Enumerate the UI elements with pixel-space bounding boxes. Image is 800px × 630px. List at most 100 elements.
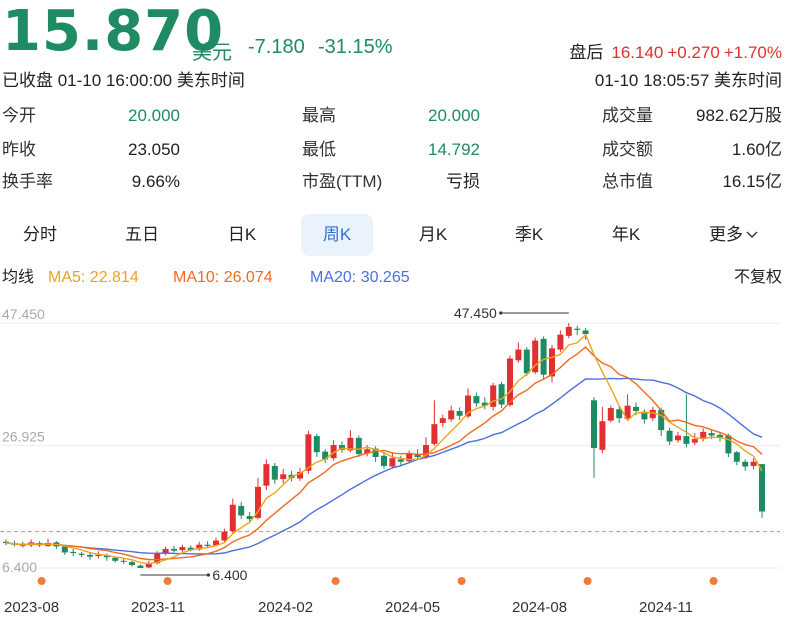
candle-body <box>574 328 581 330</box>
candle-body <box>607 408 614 421</box>
candle-body <box>641 411 648 420</box>
candle-body <box>515 349 522 361</box>
candle-body <box>372 448 379 457</box>
stat-value: 23.050 <box>128 140 180 159</box>
candle-body <box>255 486 261 518</box>
stat-turnover: 成交额 1.60亿 <box>602 138 782 162</box>
candle-body <box>691 439 698 443</box>
candle-body <box>649 409 656 419</box>
candle-body <box>313 436 320 453</box>
candle-body <box>742 461 749 467</box>
candle-body <box>717 434 723 438</box>
stat-value: 亏损 <box>446 172 480 191</box>
event-marker-dot <box>331 577 340 585</box>
candle-body <box>3 541 9 543</box>
y-tick-label: 47.450 <box>2 306 45 322</box>
candle-body <box>70 551 77 554</box>
candle-body <box>557 334 564 350</box>
tab-five-day[interactable]: 五日 <box>125 225 159 244</box>
after-hours-time: 01-10 18:05:57 美东时间 <box>594 71 782 90</box>
candle-body <box>666 430 673 442</box>
stat-market-cap: 总市值 16.15亿 <box>602 170 782 194</box>
max-annotation-label: 47.450 <box>454 305 497 321</box>
tab-monthly-k[interactable]: 月K <box>418 225 448 244</box>
candle-body <box>213 540 219 546</box>
stat-label: 最低 <box>302 140 336 159</box>
candle-body <box>305 434 312 471</box>
stat-label: 市盈(TTM) <box>302 172 383 191</box>
x-tick-label: 2023-08 <box>4 599 59 616</box>
after-hours-quote: 盘后 16.140 +0.270 +1.70% <box>565 38 782 63</box>
candle-body <box>263 464 270 486</box>
candle-body <box>154 553 161 564</box>
price-change: -7.180 <box>248 36 305 58</box>
candle-body <box>439 418 446 423</box>
candle-body <box>179 547 186 551</box>
stat-high: 最高 20.000 <box>302 104 482 128</box>
candle-body <box>465 395 471 417</box>
candle-body <box>355 437 362 455</box>
candlestick-chart[interactable]: 47.450 26.925 6.400 47.450 6.400 2023-08… <box>0 290 800 630</box>
x-tick-label: 2024-11 <box>639 599 693 616</box>
candle-body <box>549 348 555 377</box>
candle-body <box>700 431 707 440</box>
candle-body <box>431 424 438 444</box>
event-marker-dot <box>457 577 466 585</box>
ma-label: 均线 <box>2 269 35 286</box>
candle-body <box>473 396 480 404</box>
candle-body <box>196 544 203 550</box>
candle-body <box>759 464 765 512</box>
stat-label: 成交额 <box>602 140 653 159</box>
candle-body <box>406 454 413 462</box>
max-annotation-dot <box>499 311 503 315</box>
stat-label: 换手率 <box>2 172 53 191</box>
event-marker-dot <box>37 577 46 585</box>
adjustment-toggle[interactable]: 不复权 <box>733 269 782 286</box>
moving-average-legend: 均线 MA5: 22.814 MA10: 26.074 MA20: 30.265… <box>0 266 800 290</box>
stat-label: 总市值 <box>602 172 653 191</box>
candle-body <box>204 544 211 546</box>
candle-body <box>456 411 463 416</box>
candle-body <box>750 461 757 466</box>
candle-body <box>381 455 387 466</box>
candle-body <box>297 471 303 479</box>
stat-open: 今开 20.000 <box>2 104 182 128</box>
candle-body <box>87 554 93 557</box>
extreme-annotations: 47.450 6.400 <box>140 305 569 583</box>
ma5-line <box>5 333 763 565</box>
after-hours-price: 16.140 <box>611 43 664 62</box>
event-marker-dot <box>583 577 592 585</box>
event-marker-dot <box>709 577 718 585</box>
moving-average-lines <box>5 333 763 565</box>
stat-value: 20.000 <box>128 106 180 125</box>
tab-intraday[interactable]: 分时 <box>23 225 57 244</box>
candle-body <box>145 563 152 568</box>
chart-grid <box>0 322 780 569</box>
event-markers <box>37 577 718 585</box>
min-annotation-dot <box>206 573 210 577</box>
tab-more[interactable]: 更多 <box>692 214 776 256</box>
stat-label: 最高 <box>302 106 336 125</box>
stat-low: 最低 14.792 <box>302 138 482 162</box>
tab-yearly-k[interactable]: 年K <box>611 225 641 244</box>
candle-body <box>565 326 572 336</box>
stat-turnover-rate: 换手率 9.66% <box>2 170 182 194</box>
candle-body <box>271 465 278 480</box>
candle-body <box>423 445 429 457</box>
stat-value: 14.792 <box>428 140 480 159</box>
tab-weekly-k[interactable]: 周K <box>301 214 373 256</box>
candle-body <box>498 384 505 405</box>
candle-body <box>330 445 337 459</box>
tab-quarterly-k[interactable]: 季K <box>514 225 544 244</box>
candle-body <box>238 505 245 516</box>
candle-body <box>591 400 597 449</box>
stat-value: 982.62万股 <box>696 106 782 125</box>
tab-daily-k[interactable]: 日K <box>227 225 257 244</box>
stat-pe-ttm: 市盈(TTM) 亏损 <box>302 170 482 194</box>
ma20-value: MA20: 30.265 <box>310 269 410 286</box>
candle-body <box>733 452 740 462</box>
after-hours-label: 盘后 <box>569 43 604 62</box>
candle-body <box>507 358 513 406</box>
candle-body <box>683 436 690 444</box>
candle-body <box>448 410 455 420</box>
